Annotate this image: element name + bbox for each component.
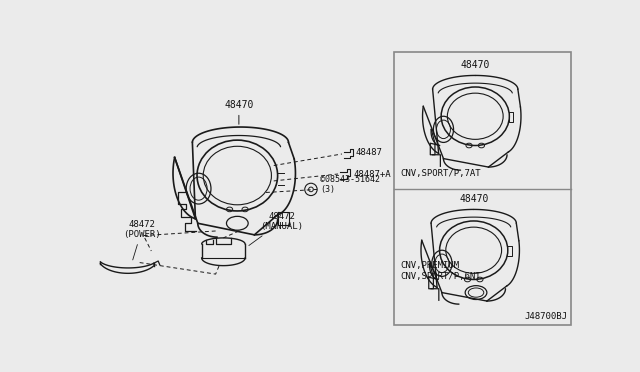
Text: 48470: 48470: [224, 100, 253, 124]
Text: 48487+A: 48487+A: [353, 170, 391, 179]
Text: 48487: 48487: [356, 148, 383, 157]
Text: 48470: 48470: [461, 60, 490, 76]
Bar: [394, 52, 571, 325]
Text: J48700BJ: J48700BJ: [524, 312, 568, 321]
Text: 48472
(MANUAL): 48472 (MANUAL): [249, 212, 303, 246]
Text: CNV,PREMIUM
CNV,SPORT/P,6NT: CNV,PREMIUM CNV,SPORT/P,6NT: [400, 261, 481, 281]
Text: CNV,SPORT/P,7AT: CNV,SPORT/P,7AT: [400, 169, 481, 178]
Text: 48470: 48470: [459, 194, 488, 210]
Text: 48472
(POWER): 48472 (POWER): [123, 220, 161, 260]
Text: ©08543-51642
(3): ©08543-51642 (3): [320, 175, 380, 195]
